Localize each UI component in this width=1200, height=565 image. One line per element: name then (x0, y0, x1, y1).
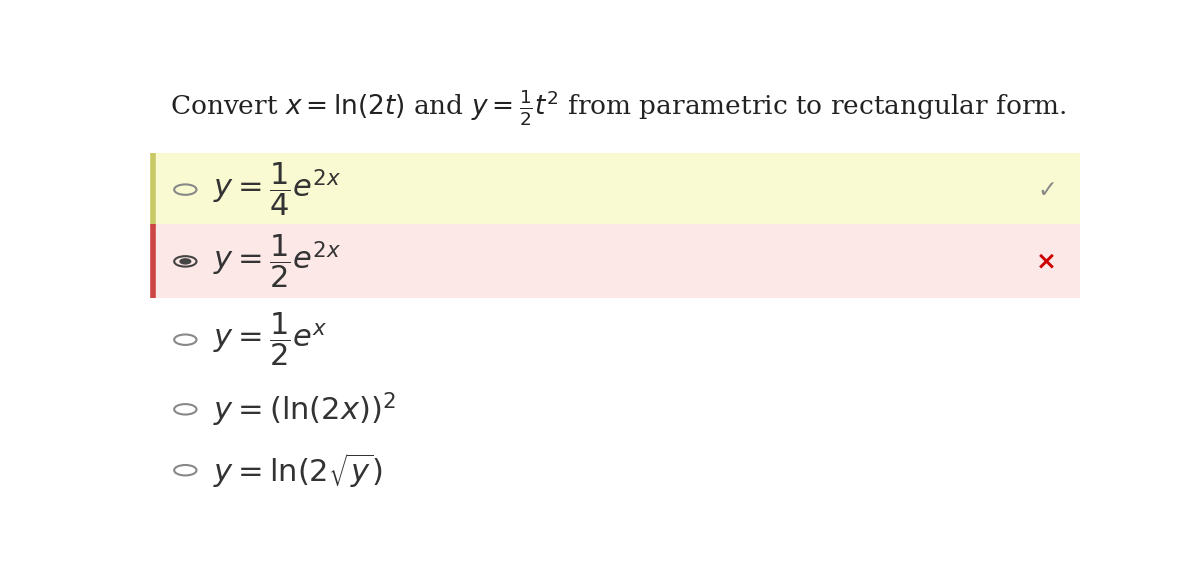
Text: $y = \ln(2\sqrt{y})$: $y = \ln(2\sqrt{y})$ (214, 451, 383, 490)
Text: Convert $x = \ln(2t)$ and $y = \frac{1}{2}t^2$ from parametric to rectangular fo: Convert $x = \ln(2t)$ and $y = \frac{1}{… (170, 88, 1067, 128)
Text: ✓: ✓ (1037, 177, 1057, 202)
Text: $y = (\ln(2x))^2$: $y = (\ln(2x))^2$ (214, 390, 396, 429)
FancyBboxPatch shape (150, 153, 1080, 227)
Text: $y = \dfrac{1}{2}e^{2x}$: $y = \dfrac{1}{2}e^{2x}$ (214, 233, 341, 290)
FancyBboxPatch shape (150, 224, 1080, 298)
Text: $y = \dfrac{1}{4}e^{2x}$: $y = \dfrac{1}{4}e^{2x}$ (214, 161, 341, 219)
Circle shape (180, 259, 191, 264)
Text: ×: × (1036, 249, 1057, 273)
Text: $y = \dfrac{1}{2}e^{x}$: $y = \dfrac{1}{2}e^{x}$ (214, 311, 328, 368)
